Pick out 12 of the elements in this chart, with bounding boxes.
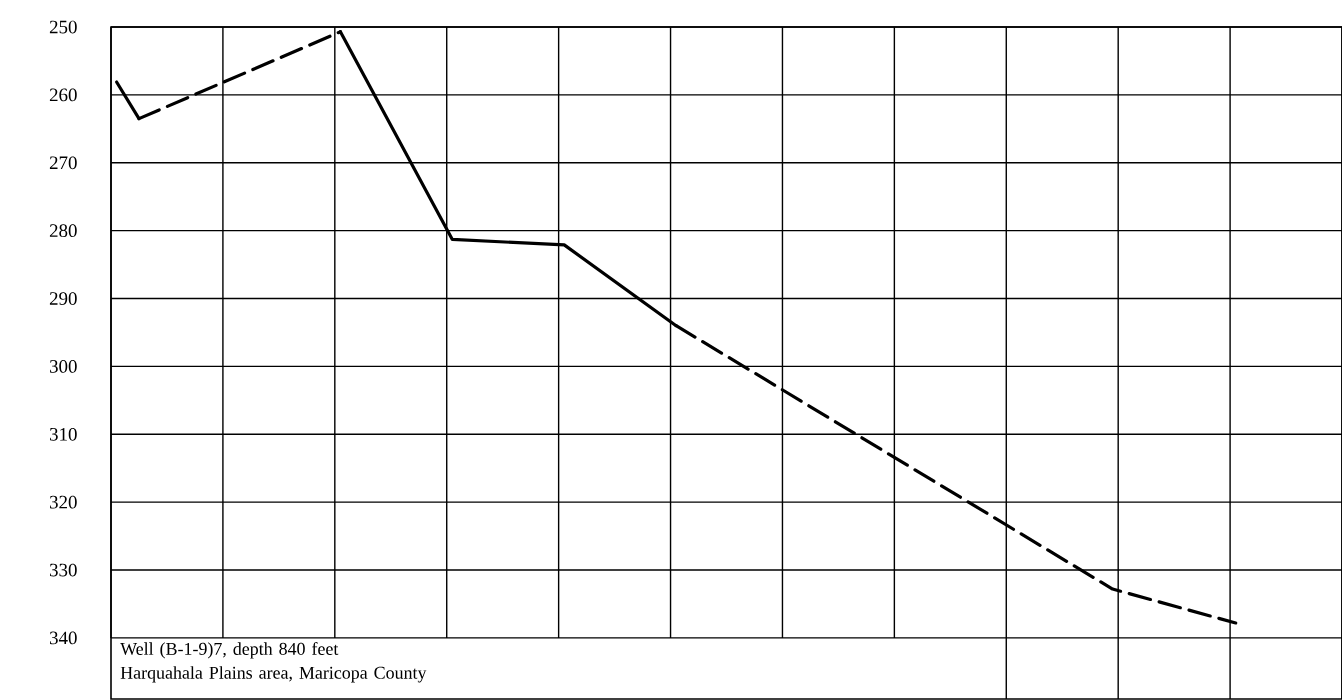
y-tick-label: 280 (49, 224, 77, 238)
y-tick-label: 250 (49, 20, 77, 34)
y-tick-label: 310 (49, 427, 77, 441)
y-tick-label: 270 (49, 156, 77, 170)
y-tick-label: 320 (49, 495, 77, 509)
y-tick-label: 340 (49, 631, 77, 645)
y-tick-label: 300 (49, 360, 77, 373)
y-tick-label: 260 (49, 88, 77, 102)
annotation: Harquahala Plains area, Maricopa County (120, 666, 427, 683)
y-tick-label: 330 (49, 563, 77, 577)
annotation: Well (B-1-9)7, depth 840 feet (120, 642, 339, 659)
y-tick-label: 290 (49, 292, 77, 305)
